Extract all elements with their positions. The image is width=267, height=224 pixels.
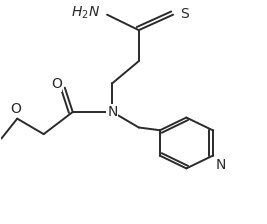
Text: N: N xyxy=(215,158,226,172)
Text: S: S xyxy=(180,7,189,21)
Text: O: O xyxy=(51,77,62,91)
Text: N: N xyxy=(107,105,117,119)
Text: $H_2N$: $H_2N$ xyxy=(72,4,100,21)
Text: O: O xyxy=(10,102,21,116)
